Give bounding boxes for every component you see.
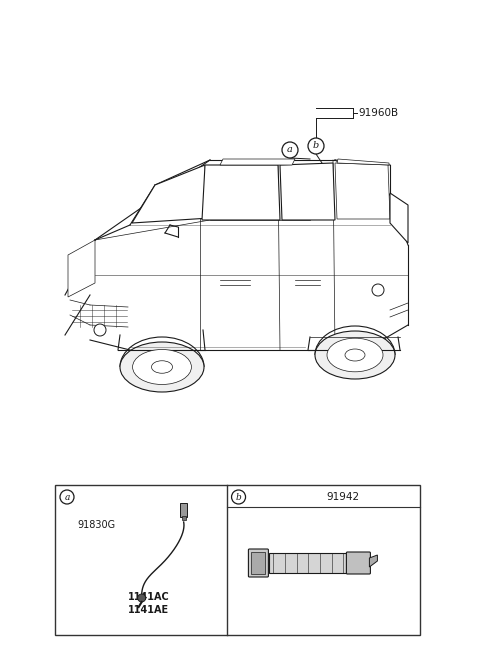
Polygon shape	[132, 165, 210, 223]
Text: 1141AE: 1141AE	[128, 605, 169, 615]
Polygon shape	[335, 163, 390, 219]
Ellipse shape	[132, 350, 192, 384]
Ellipse shape	[152, 361, 172, 373]
Polygon shape	[280, 163, 335, 220]
FancyBboxPatch shape	[249, 549, 268, 577]
Text: a: a	[287, 145, 293, 155]
Ellipse shape	[120, 342, 204, 392]
Ellipse shape	[327, 338, 383, 372]
FancyBboxPatch shape	[347, 552, 371, 574]
Text: a: a	[64, 493, 70, 502]
Bar	[252, 552, 265, 574]
Bar	[180, 503, 187, 517]
Circle shape	[138, 594, 145, 602]
Polygon shape	[370, 555, 377, 567]
Polygon shape	[337, 159, 389, 165]
Text: b: b	[236, 493, 241, 502]
Circle shape	[231, 490, 246, 504]
Polygon shape	[68, 240, 95, 297]
Polygon shape	[202, 165, 280, 220]
Bar	[55, 485, 420, 635]
Circle shape	[94, 324, 106, 336]
Text: 91960B: 91960B	[358, 108, 398, 118]
Circle shape	[308, 138, 324, 154]
Bar	[181, 516, 186, 520]
Text: 1141AC: 1141AC	[128, 592, 169, 602]
Text: 91942: 91942	[326, 492, 359, 502]
Ellipse shape	[345, 349, 365, 361]
Ellipse shape	[315, 331, 395, 379]
Text: 91830G: 91830G	[77, 520, 115, 530]
Circle shape	[282, 142, 298, 158]
Circle shape	[60, 490, 74, 504]
Text: b: b	[313, 141, 319, 151]
Circle shape	[372, 284, 384, 296]
Polygon shape	[390, 193, 408, 243]
Bar	[269, 553, 348, 573]
Polygon shape	[220, 159, 295, 165]
